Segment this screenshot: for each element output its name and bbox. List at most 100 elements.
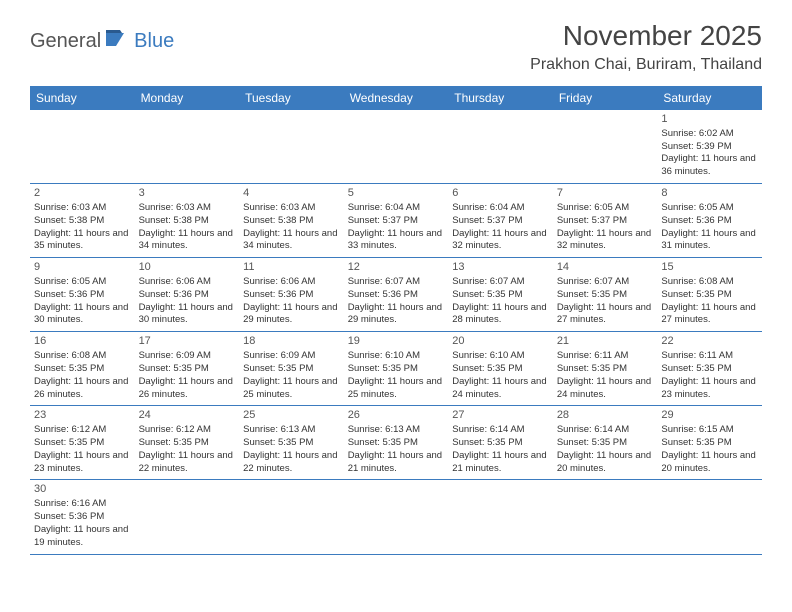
calendar-day: 15Sunrise: 6:08 AMSunset: 5:35 PMDayligh… bbox=[657, 258, 762, 332]
day-info: Sunrise: 6:04 AMSunset: 5:37 PMDaylight:… bbox=[452, 202, 549, 253]
calendar-day-empty bbox=[344, 110, 449, 184]
day-info: Sunrise: 6:14 AMSunset: 5:35 PMDaylight:… bbox=[557, 424, 654, 475]
day-number: 15 bbox=[661, 260, 758, 275]
day-number: 18 bbox=[243, 334, 340, 349]
day-header: Sunday bbox=[30, 86, 135, 110]
day-info: Sunrise: 6:08 AMSunset: 5:35 PMDaylight:… bbox=[661, 276, 758, 327]
day-info: Sunrise: 6:04 AMSunset: 5:37 PMDaylight:… bbox=[348, 202, 445, 253]
day-number: 26 bbox=[348, 408, 445, 423]
logo: General Blue bbox=[30, 30, 174, 53]
calendar-day: 27Sunrise: 6:14 AMSunset: 5:35 PMDayligh… bbox=[448, 406, 553, 480]
day-number: 25 bbox=[243, 408, 340, 423]
calendar-day: 12Sunrise: 6:07 AMSunset: 5:36 PMDayligh… bbox=[344, 258, 449, 332]
calendar-day: 21Sunrise: 6:11 AMSunset: 5:35 PMDayligh… bbox=[553, 332, 658, 406]
day-info: Sunrise: 6:11 AMSunset: 5:35 PMDaylight:… bbox=[661, 350, 758, 401]
logo-flag-icon bbox=[106, 30, 132, 53]
day-number: 2 bbox=[34, 186, 131, 201]
day-info: Sunrise: 6:03 AMSunset: 5:38 PMDaylight:… bbox=[139, 202, 236, 253]
calendar-day: 16Sunrise: 6:08 AMSunset: 5:35 PMDayligh… bbox=[30, 332, 135, 406]
day-header: Thursday bbox=[448, 86, 553, 110]
day-info: Sunrise: 6:13 AMSunset: 5:35 PMDaylight:… bbox=[348, 424, 445, 475]
day-number: 1 bbox=[661, 112, 758, 127]
calendar-week: 16Sunrise: 6:08 AMSunset: 5:35 PMDayligh… bbox=[30, 332, 762, 406]
calendar-day-empty bbox=[239, 480, 344, 554]
calendar-day: 3Sunrise: 6:03 AMSunset: 5:38 PMDaylight… bbox=[135, 184, 240, 258]
day-info: Sunrise: 6:03 AMSunset: 5:38 PMDaylight:… bbox=[34, 202, 131, 253]
calendar-day-empty bbox=[344, 480, 449, 554]
calendar-day: 1Sunrise: 6:02 AMSunset: 5:39 PMDaylight… bbox=[657, 110, 762, 184]
day-number: 12 bbox=[348, 260, 445, 275]
calendar-week: 1Sunrise: 6:02 AMSunset: 5:39 PMDaylight… bbox=[30, 110, 762, 184]
calendar-head: SundayMondayTuesdayWednesdayThursdayFrid… bbox=[30, 86, 762, 110]
calendar-day: 2Sunrise: 6:03 AMSunset: 5:38 PMDaylight… bbox=[30, 184, 135, 258]
day-number: 11 bbox=[243, 260, 340, 275]
calendar-day: 14Sunrise: 6:07 AMSunset: 5:35 PMDayligh… bbox=[553, 258, 658, 332]
title-block: November 2025 Prakhon Chai, Buriram, Tha… bbox=[530, 20, 762, 74]
day-info: Sunrise: 6:16 AMSunset: 5:36 PMDaylight:… bbox=[34, 498, 131, 549]
day-number: 8 bbox=[661, 186, 758, 201]
calendar-day: 5Sunrise: 6:04 AMSunset: 5:37 PMDaylight… bbox=[344, 184, 449, 258]
calendar-week: 23Sunrise: 6:12 AMSunset: 5:35 PMDayligh… bbox=[30, 406, 762, 480]
day-info: Sunrise: 6:06 AMSunset: 5:36 PMDaylight:… bbox=[243, 276, 340, 327]
day-info: Sunrise: 6:07 AMSunset: 5:36 PMDaylight:… bbox=[348, 276, 445, 327]
day-number: 29 bbox=[661, 408, 758, 423]
day-header: Monday bbox=[135, 86, 240, 110]
calendar-day-empty bbox=[135, 480, 240, 554]
day-info: Sunrise: 6:09 AMSunset: 5:35 PMDaylight:… bbox=[139, 350, 236, 401]
calendar-day: 7Sunrise: 6:05 AMSunset: 5:37 PMDaylight… bbox=[553, 184, 658, 258]
day-info: Sunrise: 6:15 AMSunset: 5:35 PMDaylight:… bbox=[661, 424, 758, 475]
day-header: Tuesday bbox=[239, 86, 344, 110]
calendar-day: 26Sunrise: 6:13 AMSunset: 5:35 PMDayligh… bbox=[344, 406, 449, 480]
day-number: 6 bbox=[452, 186, 549, 201]
calendar-day: 8Sunrise: 6:05 AMSunset: 5:36 PMDaylight… bbox=[657, 184, 762, 258]
calendar-day: 13Sunrise: 6:07 AMSunset: 5:35 PMDayligh… bbox=[448, 258, 553, 332]
day-number: 10 bbox=[139, 260, 236, 275]
calendar-day: 4Sunrise: 6:03 AMSunset: 5:38 PMDaylight… bbox=[239, 184, 344, 258]
logo-text-general: General bbox=[30, 30, 101, 53]
day-number: 24 bbox=[139, 408, 236, 423]
day-info: Sunrise: 6:05 AMSunset: 5:37 PMDaylight:… bbox=[557, 202, 654, 253]
calendar-day-empty bbox=[135, 110, 240, 184]
day-number: 19 bbox=[348, 334, 445, 349]
day-info: Sunrise: 6:11 AMSunset: 5:35 PMDaylight:… bbox=[557, 350, 654, 401]
location-subtitle: Prakhon Chai, Buriram, Thailand bbox=[530, 56, 762, 74]
day-info: Sunrise: 6:13 AMSunset: 5:35 PMDaylight:… bbox=[243, 424, 340, 475]
calendar-day: 6Sunrise: 6:04 AMSunset: 5:37 PMDaylight… bbox=[448, 184, 553, 258]
day-number: 16 bbox=[34, 334, 131, 349]
day-info: Sunrise: 6:06 AMSunset: 5:36 PMDaylight:… bbox=[139, 276, 236, 327]
day-info: Sunrise: 6:08 AMSunset: 5:35 PMDaylight:… bbox=[34, 350, 131, 401]
day-info: Sunrise: 6:10 AMSunset: 5:35 PMDaylight:… bbox=[348, 350, 445, 401]
calendar-day: 17Sunrise: 6:09 AMSunset: 5:35 PMDayligh… bbox=[135, 332, 240, 406]
day-number: 5 bbox=[348, 186, 445, 201]
day-number: 3 bbox=[139, 186, 236, 201]
calendar-day-empty bbox=[553, 480, 658, 554]
calendar-day: 22Sunrise: 6:11 AMSunset: 5:35 PMDayligh… bbox=[657, 332, 762, 406]
calendar-day: 23Sunrise: 6:12 AMSunset: 5:35 PMDayligh… bbox=[30, 406, 135, 480]
calendar-day: 10Sunrise: 6:06 AMSunset: 5:36 PMDayligh… bbox=[135, 258, 240, 332]
calendar-day: 20Sunrise: 6:10 AMSunset: 5:35 PMDayligh… bbox=[448, 332, 553, 406]
day-number: 23 bbox=[34, 408, 131, 423]
day-number: 27 bbox=[452, 408, 549, 423]
day-number: 17 bbox=[139, 334, 236, 349]
calendar-day: 28Sunrise: 6:14 AMSunset: 5:35 PMDayligh… bbox=[553, 406, 658, 480]
day-number: 21 bbox=[557, 334, 654, 349]
day-number: 30 bbox=[34, 482, 131, 497]
calendar-day-empty bbox=[239, 110, 344, 184]
calendar-day-empty bbox=[553, 110, 658, 184]
day-info: Sunrise: 6:05 AMSunset: 5:36 PMDaylight:… bbox=[34, 276, 131, 327]
day-number: 22 bbox=[661, 334, 758, 349]
day-number: 28 bbox=[557, 408, 654, 423]
calendar-day: 9Sunrise: 6:05 AMSunset: 5:36 PMDaylight… bbox=[30, 258, 135, 332]
day-info: Sunrise: 6:07 AMSunset: 5:35 PMDaylight:… bbox=[452, 276, 549, 327]
day-info: Sunrise: 6:07 AMSunset: 5:35 PMDaylight:… bbox=[557, 276, 654, 327]
calendar-day-empty bbox=[657, 480, 762, 554]
day-header: Saturday bbox=[657, 86, 762, 110]
calendar-day: 29Sunrise: 6:15 AMSunset: 5:35 PMDayligh… bbox=[657, 406, 762, 480]
day-number: 13 bbox=[452, 260, 549, 275]
calendar-table: SundayMondayTuesdayWednesdayThursdayFrid… bbox=[30, 86, 762, 555]
day-number: 4 bbox=[243, 186, 340, 201]
day-number: 14 bbox=[557, 260, 654, 275]
calendar-day-empty bbox=[448, 480, 553, 554]
header: General Blue November 2025 Prakhon Chai,… bbox=[0, 0, 792, 82]
day-info: Sunrise: 6:05 AMSunset: 5:36 PMDaylight:… bbox=[661, 202, 758, 253]
